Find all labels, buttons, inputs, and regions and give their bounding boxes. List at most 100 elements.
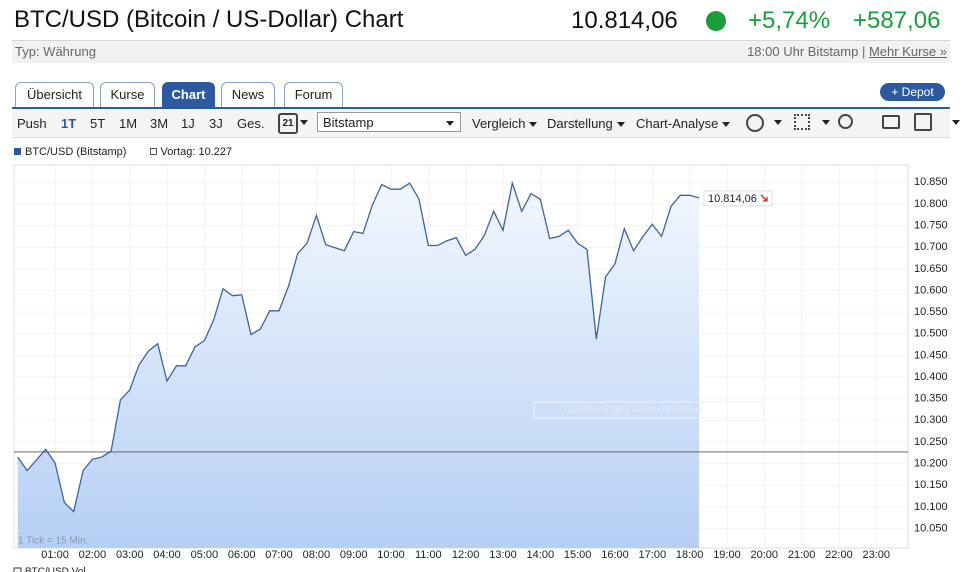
- last-value: 10.814,06: [703, 190, 773, 207]
- tick-note: 1 Tick = 15 Min.: [18, 536, 88, 547]
- y-tick-label: 10.200: [914, 458, 948, 470]
- y-tick-label: 10.750: [914, 219, 948, 231]
- watermark-box: [533, 401, 765, 419]
- caret: [300, 120, 308, 125]
- period-button[interactable]: 1J: [181, 116, 195, 131]
- x-tick-label: 09:00: [340, 549, 368, 561]
- caret: [722, 122, 731, 128]
- period-button[interactable]: Ges.: [237, 116, 265, 131]
- indicator-icon[interactable]: [794, 114, 810, 130]
- chart: 01:00 02:00 03:00 04:00 05:00 06:00 07:00 08:00…: [13, 164, 948, 572]
- tab[interactable]: Forum: [284, 82, 343, 107]
- x-tick-label: 04:00: [153, 549, 181, 561]
- line: [17, 180, 700, 513]
- source: 18:00 Uhr Bitstamp | Mehr Kurse »: [747, 44, 947, 59]
- x-tick-label: 05:00: [191, 549, 219, 561]
- x-tick-label: 20:00: [751, 549, 779, 561]
- caret: [616, 122, 625, 128]
- x-tick-label: 07:00: [265, 549, 293, 561]
- period-button[interactable]: 1T: [61, 116, 77, 131]
- x-tick-label: 15:00: [564, 549, 592, 561]
- y-tick-label: 10.700: [914, 241, 948, 253]
- legend: BTC/USD (Bitstamp) Vortag: 10.227: [14, 146, 232, 158]
- zoom-icon[interactable]: [838, 114, 853, 129]
- x-tick-label: 19:00: [713, 549, 741, 561]
- down-arrow: [760, 194, 768, 202]
- y-tick-label: 10.800: [914, 198, 948, 210]
- caret: [446, 121, 454, 126]
- toolbar: 21 Bitstamp Push 1T 5T 1M 3M 1J 3J Ges. Vergleic…: [12, 109, 960, 138]
- area: [17, 183, 699, 548]
- exchange: Bitstamp: [323, 115, 374, 130]
- volume-label: BTC/USD Vol: [25, 567, 86, 572]
- more-link[interactable]: Mehr Kurse »: [868, 44, 947, 59]
- y-tick-label: 10.450: [914, 349, 948, 361]
- y-tick-label: 10.350: [914, 393, 948, 405]
- menu-button[interactable]: Darstellung: [547, 116, 625, 131]
- x-tick-label: 23:00: [863, 549, 891, 561]
- calendar-button[interactable]: 21: [278, 113, 298, 134]
- x-tick-label: 14:00: [527, 549, 555, 561]
- x-tick-label: 18:00: [676, 549, 704, 561]
- period-button[interactable]: 5T: [90, 116, 106, 131]
- watermark: Rechteckiges Ausschneiden: [564, 404, 702, 416]
- settings-icon[interactable]: [746, 114, 764, 132]
- y-tick-label: 10.250: [914, 436, 948, 448]
- y-tick-label: 10.550: [914, 306, 948, 318]
- menu-button[interactable]: Chart-Analyse: [636, 116, 731, 131]
- legend-reference: Vortag: 10.227: [160, 146, 233, 158]
- tab-line: [12, 107, 950, 109]
- period-button[interactable]: 3M: [150, 116, 169, 131]
- print-icon[interactable]: [882, 115, 900, 129]
- save-icon[interactable]: [914, 113, 932, 131]
- legend-swatch: [14, 148, 21, 155]
- caret: [952, 120, 960, 125]
- x-tick-label: 13:00: [489, 549, 517, 561]
- depot-button[interactable]: + Depot: [880, 83, 945, 101]
- period-button[interactable]: 3J: [209, 116, 223, 131]
- last-value-label: 10.814,06: [708, 193, 757, 205]
- x-tick-label: 21:00: [788, 549, 816, 561]
- caret: [774, 120, 782, 125]
- y-tick-label: 10.600: [914, 284, 948, 296]
- y-tick-label: 10.150: [914, 479, 948, 491]
- tab[interactable]: News: [221, 82, 275, 107]
- tab[interactable]: Chart: [162, 82, 215, 107]
- y-tick-label: 10.500: [914, 328, 948, 340]
- page-title: BTC/USD (Bitcoin / US-Dollar) Chart: [14, 6, 404, 33]
- caret: [822, 120, 830, 125]
- up-icon: [706, 11, 726, 31]
- change-absolute: +587,06: [853, 7, 941, 34]
- period-button[interactable]: Push: [17, 116, 47, 131]
- legend-swatch: [149, 148, 157, 155]
- y-tick-label: 10.400: [914, 371, 948, 383]
- subheader: Typ: Währung 18:00 Uhr Bitstamp | Mehr K…: [12, 40, 950, 63]
- x-tick-label: 22:00: [825, 549, 853, 561]
- y-tick-label: 10.100: [914, 501, 948, 513]
- x-tick-label: 01:00: [41, 549, 69, 561]
- x-tick-label: 11:00: [415, 549, 442, 561]
- period-button[interactable]: 1M: [119, 116, 138, 131]
- x-tick-label: 02:00: [79, 549, 107, 561]
- source-text: 18:00 Uhr Bitstamp |: [747, 44, 866, 59]
- x-tick-label: 12:00: [452, 549, 480, 561]
- x-tick-label: 06:00: [228, 549, 256, 561]
- caret: [529, 122, 538, 128]
- tab[interactable]: Übersicht: [15, 82, 94, 107]
- x-tick-label: 17:00: [639, 549, 667, 561]
- y-tick-label: 10.050: [914, 522, 948, 534]
- price: 10.814,06: [571, 7, 678, 34]
- y-tick-label: 10.650: [914, 263, 948, 275]
- change-percent: +5,74%: [748, 7, 831, 34]
- last-value-box: [703, 190, 773, 207]
- x-tick-label: 10:00: [377, 549, 405, 561]
- x-tick-label: 16:00: [601, 549, 629, 561]
- y-tick-label: 10.850: [914, 176, 948, 188]
- menu-button[interactable]: Vergleich: [472, 116, 538, 131]
- asset-type: Typ: Währung: [15, 44, 96, 59]
- tab[interactable]: Kurse: [100, 82, 155, 107]
- y-tick-label: 10.300: [914, 414, 948, 426]
- exchange-select[interactable]: Bitstamp: [317, 112, 461, 132]
- volume-swatch: [13, 567, 22, 572]
